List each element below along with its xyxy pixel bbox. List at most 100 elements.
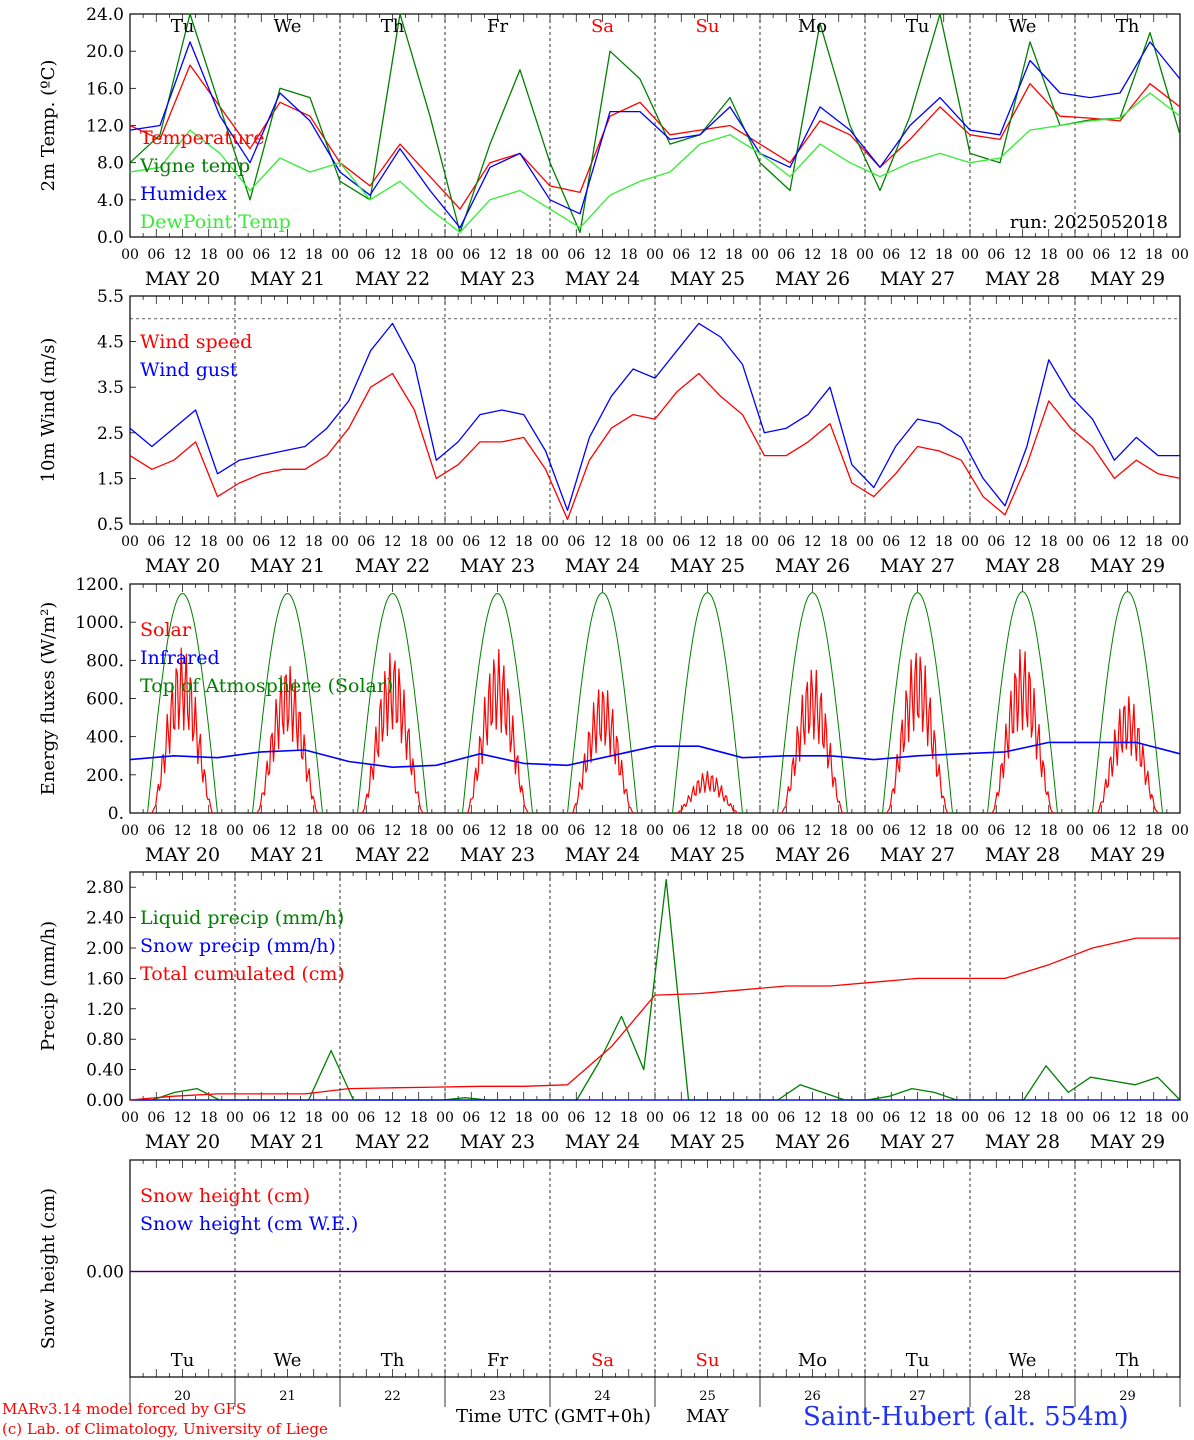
model-note: MARv3.14 model forced by GFS [2, 1400, 247, 1418]
solar-line [781, 669, 844, 814]
hour-tick-label: 06 [1092, 247, 1110, 263]
hour-tick-label: 06 [882, 823, 900, 839]
y-tick-label: 4.0 [97, 191, 124, 211]
y-tick-label: 0.00 [86, 1091, 124, 1111]
hour-tick-label: 18 [830, 534, 848, 550]
y-tick-label: 1.5 [97, 469, 124, 489]
y-axis-label: Snow height (cm) [38, 1188, 59, 1349]
hour-tick-label: 06 [882, 247, 900, 263]
hour-tick-label: 06 [672, 534, 690, 550]
day-abbr-top: Th [1116, 16, 1140, 37]
day-number: 28 [1014, 1389, 1031, 1404]
hour-tick-label: 18 [305, 1110, 323, 1126]
date-label: MAY 28 [985, 268, 1060, 290]
hour-tick-label: 12 [909, 823, 927, 839]
y-tick-label: 2.5 [97, 424, 124, 444]
y-tick-label: 0.0 [97, 228, 124, 248]
y-tick-label: 0.5 [97, 515, 124, 535]
hour-tick-label: 18 [620, 823, 638, 839]
hour-tick-label: 00 [436, 534, 454, 550]
toa-solar-line [567, 592, 638, 814]
hour-tick-label: 12 [279, 823, 297, 839]
hour-tick-label: 12 [489, 1110, 507, 1126]
hour-tick-label: 06 [1092, 534, 1110, 550]
toa-solar-line [882, 592, 953, 814]
date-label: MAY 20 [145, 268, 220, 290]
hour-tick-label: 18 [410, 534, 428, 550]
hour-tick-label: 06 [147, 247, 165, 263]
hour-tick-label: 18 [620, 534, 638, 550]
hour-tick-label: 06 [357, 247, 375, 263]
hour-tick-label: 12 [174, 1110, 192, 1126]
y-tick-label: 16.0 [86, 79, 124, 99]
hour-tick-label: 00 [1066, 534, 1084, 550]
date-label: MAY 23 [460, 555, 535, 577]
hour-tick-label: 00 [121, 247, 139, 263]
hour-tick-label: 12 [1119, 247, 1137, 263]
hour-tick-label: 00 [121, 1110, 139, 1126]
hour-tick-label: 18 [305, 534, 323, 550]
hour-tick-label: 18 [725, 823, 743, 839]
y-tick-label: 200. [86, 766, 124, 786]
hour-tick-label: 18 [620, 1110, 638, 1126]
hour-tick-label: 06 [987, 534, 1005, 550]
hour-tick-label: 12 [489, 534, 507, 550]
day-abbr-top: Fr [487, 16, 508, 37]
hour-tick-label: 12 [279, 534, 297, 550]
day-number: 22 [384, 1389, 401, 1404]
day-abbr-bottom: We [1009, 1350, 1037, 1371]
date-label: MAY 23 [460, 844, 535, 866]
temperature-line [129, 64, 1181, 210]
date-label: MAY 23 [460, 268, 535, 290]
hour-tick-label: 06 [672, 823, 690, 839]
date-label: MAY 27 [880, 555, 955, 577]
day-number: 25 [699, 1389, 716, 1404]
hour-tick-label: 12 [699, 1110, 717, 1126]
hour-tick-label: 00 [436, 1110, 454, 1126]
hour-tick-label: 18 [515, 247, 533, 263]
day-abbr-top: Su [696, 16, 720, 37]
hour-tick-label: 18 [1040, 1110, 1058, 1126]
hour-tick-label: 00 [1171, 534, 1189, 550]
solar-line [256, 665, 319, 814]
day-number: 21 [279, 1389, 296, 1404]
hour-tick-label: 18 [935, 534, 953, 550]
day-abbr-top: We [1009, 16, 1037, 37]
hour-tick-label: 12 [384, 534, 402, 550]
hour-tick-label: 00 [436, 247, 454, 263]
date-label: MAY 24 [565, 844, 640, 866]
y-tick-label: 3.5 [97, 378, 124, 398]
hour-tick-label: 18 [515, 534, 533, 550]
date-label: MAY 21 [250, 555, 325, 577]
hour-tick-label: 06 [987, 247, 1005, 263]
wind-gust-line [129, 322, 1180, 511]
hour-tick-label: 18 [410, 1110, 428, 1126]
day-abbr-bottom: We [274, 1350, 302, 1371]
hour-tick-label: 00 [541, 1110, 559, 1126]
solar-line [676, 770, 739, 814]
date-label: MAY 21 [250, 844, 325, 866]
humidex-line [129, 41, 1181, 229]
hour-tick-label: 06 [1092, 1110, 1110, 1126]
date-label: MAY 26 [775, 555, 850, 577]
solar-line [466, 648, 529, 814]
date-label: MAY 25 [670, 555, 745, 577]
day-abbr-bottom: Sa [591, 1350, 614, 1371]
legend-entry: Infrared [140, 647, 220, 669]
hour-tick-label: 00 [1171, 1110, 1189, 1126]
legend-entry: Total cumulated (cm) [140, 963, 345, 985]
hour-tick-label: 12 [699, 534, 717, 550]
wind-speed-line [129, 372, 1181, 521]
hour-tick-label: 18 [1145, 534, 1163, 550]
hour-tick-label: 18 [1145, 1110, 1163, 1126]
y-axis-label: 10m Wind (m/s) [38, 338, 59, 483]
legend-entry: Snow height (cm W.E.) [140, 1213, 358, 1235]
hour-tick-label: 12 [699, 823, 717, 839]
hour-tick-label: 00 [961, 1110, 979, 1126]
hour-tick-label: 06 [567, 823, 585, 839]
day-number: 27 [909, 1389, 926, 1404]
y-tick-label: 1000. [75, 613, 124, 633]
day-abbr-bottom: Su [696, 1350, 720, 1371]
date-label: MAY 22 [355, 555, 430, 577]
